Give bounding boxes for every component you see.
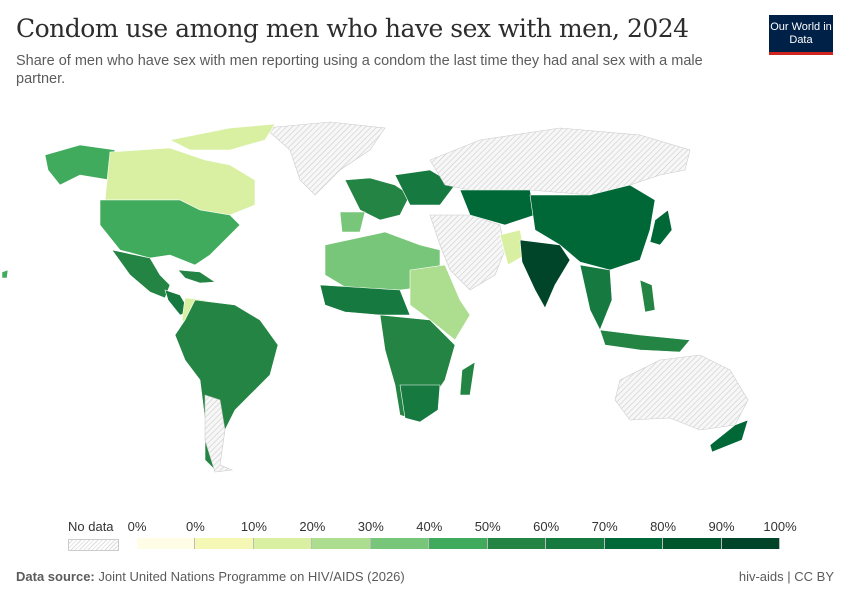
legend-bin[interactable] [253,538,313,549]
region-west-africa[interactable] [319,284,411,316]
legend-bin[interactable] [487,538,547,549]
region-central-asia[interactable] [459,189,536,226]
logo-text: Our World in Data [770,20,832,46]
region-southeast-asia[interactable] [579,264,613,331]
legend-tick-label: 40% [416,519,443,534]
legend-tick-label: 80% [650,519,677,534]
legend-tick-label: 70% [591,519,618,534]
legend-no-data-label: No data [68,519,114,534]
region-eastern-europe[interactable] [394,169,456,206]
owid-logo[interactable]: Our World in Data [769,15,833,55]
legend-tick-label: 90% [708,519,735,534]
region-pacific-island[interactable] [1,269,9,279]
region-mexico[interactable] [111,249,171,299]
region-usa[interactable] [99,199,241,266]
region-western-europe[interactable] [344,177,411,221]
legend-tick-label: 10% [240,519,267,534]
legend-bin[interactable] [546,538,605,549]
world-map [1,121,749,473]
region-russia[interactable] [429,127,691,196]
legend-bin[interactable] [429,538,488,549]
legend-bin[interactable] [312,538,371,549]
subtitle: Share of men who have sex with men repor… [16,53,703,87]
region-japan[interactable] [649,209,673,246]
region-south-america[interactable] [174,299,279,471]
region-east-africa[interactable] [409,264,471,341]
legend-bin[interactable] [137,538,196,549]
page-title: Condom use among men who have sex with m… [16,14,689,43]
legend-tick-label: 50% [474,519,501,534]
legend-tick-label: 60% [533,519,560,534]
footer-source: Data source: Joint United Nations Progra… [16,569,405,584]
region-southern-africa[interactable] [399,384,441,423]
region-new-zealand[interactable] [709,419,749,453]
legend-tick-label: 0% [186,519,205,534]
legend-tick-label: 0% [127,519,147,534]
legend-tick-label: 20% [299,519,326,534]
legend-bin[interactable] [195,538,254,549]
region-indonesia[interactable] [599,329,691,353]
region-greenland[interactable] [264,121,386,196]
legend-tick-label: 30% [357,519,384,534]
source-label: Data source: [16,569,95,584]
legend-bin[interactable] [370,538,430,549]
region-alaska[interactable] [44,144,116,186]
region-iberia[interactable] [339,211,366,233]
region-southern-cone[interactable] [204,394,234,473]
legend-bin[interactable] [663,538,722,549]
region-china[interactable] [529,184,656,271]
legend-bin[interactable] [604,538,664,549]
legend-bin[interactable] [721,538,780,549]
region-arctic-canada[interactable] [169,123,276,151]
region-madagascar[interactable] [459,361,476,396]
region-india[interactable] [519,239,571,309]
region-middle-east[interactable] [429,214,506,291]
footer-license[interactable]: hiv-aids | CC BY [738,569,834,584]
legend-tick-label: 100% [763,519,797,534]
region-caribbean[interactable] [177,269,216,284]
region-philippines[interactable] [639,279,656,313]
source-text[interactable]: Joint United Nations Programme on HIV/AI… [98,569,405,584]
region-australia[interactable] [614,354,749,431]
legend-no-data-swatch[interactable] [68,539,119,551]
